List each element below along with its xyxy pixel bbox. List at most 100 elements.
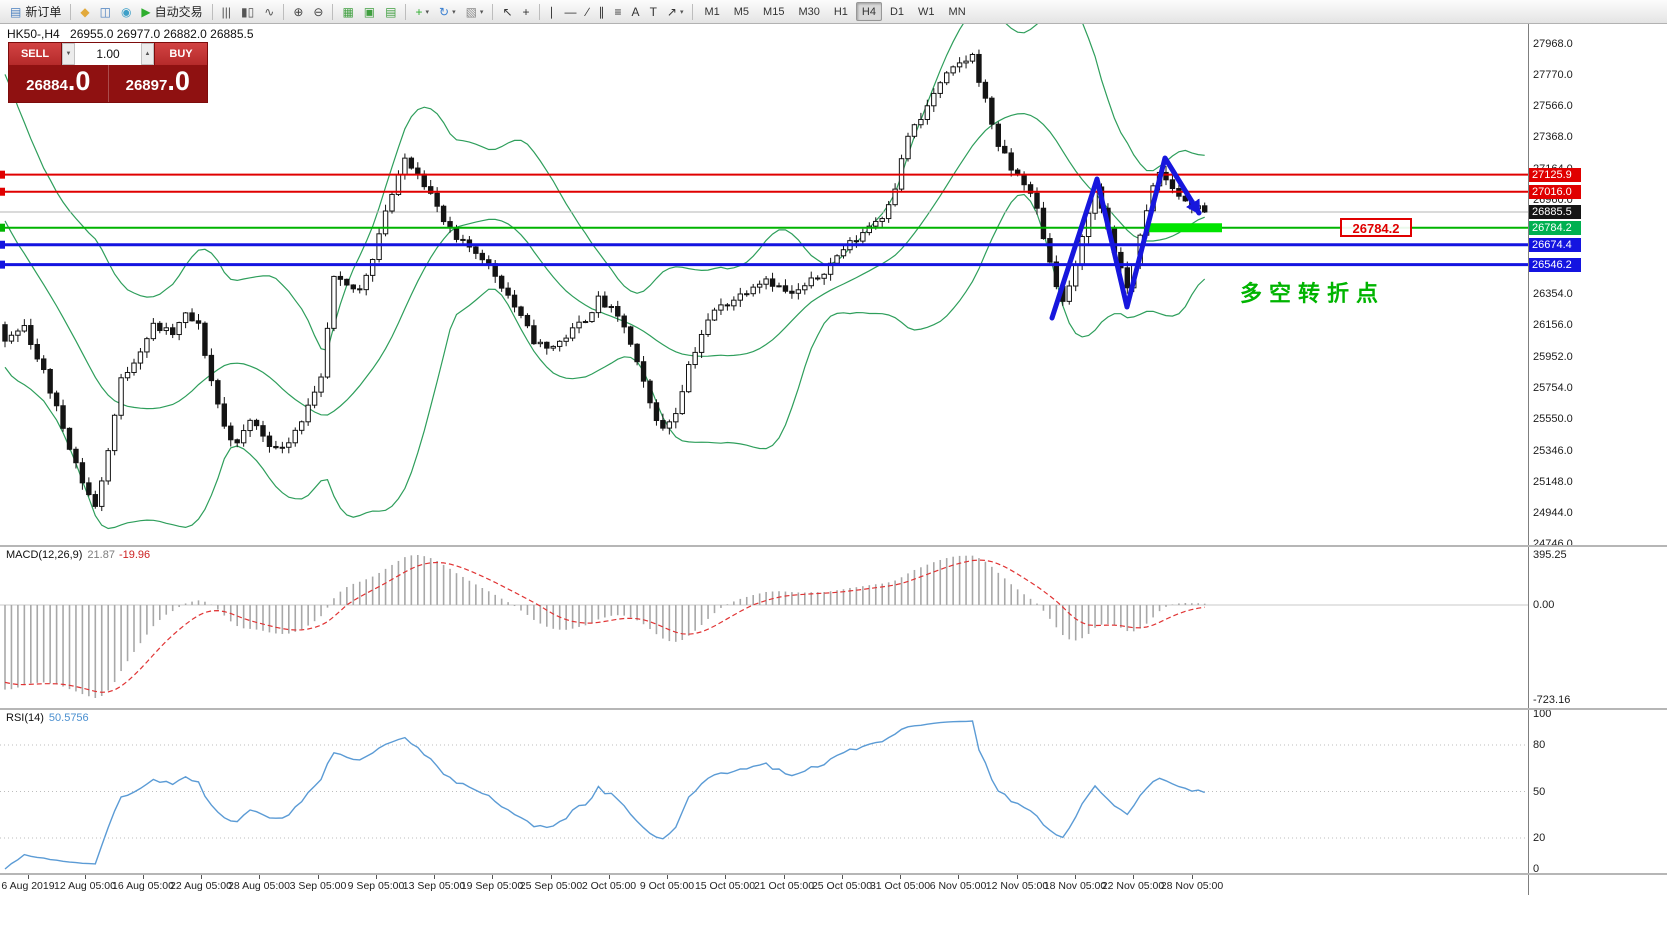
rsi-axis-label: 20 [1533,832,1546,844]
buy-price[interactable]: 26897 .0 [109,65,208,102]
dropdown-caret-icon[interactable]: ▾ [452,8,456,16]
time-axis[interactable]: 6 Aug 2019 12 Aug 05:00 16 Aug 05:00 22 Aug… [0,875,1667,895]
timeframe-h4[interactable]: H4 [855,2,882,21]
time-axis-label: 15 Oct 05:00 [694,880,756,892]
line-chart-button[interactable]: ∿ [259,1,279,23]
price-tag: 26546.2 [1529,257,1581,272]
level-left-handle [0,223,5,232]
time-axis-label: 6 Aug 2019 [1,880,55,892]
vertical-line-tool[interactable]: ∣ [544,1,560,23]
timeframe-m1[interactable]: M1 [704,5,720,18]
time-tick [667,875,668,879]
candlestick-chart[interactable] [0,24,1528,545]
time-tick [1017,875,1018,879]
chart-note-text[interactable]: 多空转折点 [1240,281,1386,306]
macd-panel: MACD(12,26,9) 21.87 -19.96 395.25 0.00 -723.… [0,547,1667,708]
volume-input[interactable] [75,43,141,65]
volume-decrease-button[interactable]: ▼ [62,43,75,65]
time-tick [143,875,144,879]
template-icon: ▧ [465,4,477,19]
y-axis-label: 25346.0 [1533,444,1573,457]
time-axis-label: 28 Aug 05:00 [228,880,290,892]
timeframe-m15[interactable]: M15 [763,5,785,18]
sell-price[interactable]: 26884 .0 [9,65,109,102]
line-chart-icon: ∿ [264,4,275,19]
shapes-tool[interactable]: ↗ ▾ [662,1,689,23]
indicators-button[interactable]: + ▾ [410,1,434,23]
cursor-icon: ↖ [502,4,513,19]
profiles-icon[interactable]: ◆ [75,1,94,23]
y-axis-label: 24944.0 [1533,507,1573,520]
zoom-in-icon: ⊕ [293,4,304,19]
trendline-tool[interactable]: ∕ [582,1,594,23]
macd-axis-label: 0.00 [1533,599,1555,611]
macd-signal-value: -19.96 [118,549,151,561]
timeframe-m5[interactable]: M5 [733,5,750,18]
time-tick [318,875,319,879]
algo-trading-button[interactable]: ▶ 自动交易 [136,1,207,23]
arrange-windows-button[interactable]: ▤ [380,1,401,23]
label-icon: T [649,4,657,19]
market-watch-icon[interactable]: ◫ [95,1,116,23]
buy-button[interactable]: BUY [155,43,207,65]
volume-increase-button[interactable]: ▲ [141,43,154,65]
candlestick-chart-icon: ▮▯ [241,4,255,19]
profiles-icon-icon: ◆ [80,4,90,19]
period-button[interactable]: ↻ ▾ [434,1,461,23]
timeframe-d1[interactable]: D1 [889,5,905,18]
rsi-axis-label: 80 [1533,739,1546,751]
dropdown-caret-icon[interactable]: ▾ [679,8,684,16]
channel-tool[interactable]: ∥ [594,1,610,23]
rsi-canvas[interactable]: RSI(14) 50.5756 [0,710,1528,873]
time-tick [259,875,260,879]
panel-separator[interactable] [0,545,1667,547]
dropdown-caret-icon[interactable]: ▾ [479,8,484,16]
main-chart-panel: HK50-,H4 26955.0 26977.0 26882.0 26885.5… [0,24,1667,545]
time-axis-label: 22 Nov 05:00 [1101,880,1165,892]
zoom-out-button[interactable]: ⊖ [308,1,328,23]
time-tick [85,875,86,879]
bollinger-band-line [4,193,1206,530]
macd-canvas[interactable]: MACD(12,26,9) 21.87 -19.96 [0,547,1528,708]
algo-trading-button-label: 自动交易 [154,5,203,19]
timeframe-m30[interactable]: M30 [798,5,820,18]
candlestick-chart-button[interactable]: ▮▯ [236,1,259,23]
navigator-icon[interactable]: ◉ [116,1,136,23]
time-tick [725,875,726,879]
crosshair-icon: + [522,4,530,19]
zigzag-arrow-drawing[interactable] [1049,155,1202,321]
bollinger-band-line [4,112,1205,416]
label-tool[interactable]: T [645,1,662,23]
timeframe-h1[interactable]: H1 [833,5,848,18]
panel-separator[interactable] [0,873,1667,875]
bar-chart-button[interactable]: ||| [217,1,236,23]
time-axis-label: 22 Aug 05:00 [170,880,232,892]
y-axis-label: 26156.0 [1533,319,1573,332]
cursor-tool[interactable]: ↖ [497,1,517,23]
y-axis-label: 26354.0 [1533,288,1573,301]
dropdown-caret-icon[interactable]: ▾ [425,8,429,16]
y-axis-label: 27368.0 [1533,131,1573,144]
fibonacci-tool[interactable]: ≡ [610,1,627,23]
time-axis-label: 13 Sep 05:00 [402,880,466,892]
chart-canvas[interactable]: HK50-,H4 26955.0 26977.0 26882.0 26885.5… [0,24,1528,545]
crosshair-tool[interactable]: + [518,1,535,23]
tile-windows-button[interactable]: ▦ [337,1,358,23]
timeframe-w1[interactable]: W1 [918,5,935,18]
arrange-windows-icon: ▤ [385,4,397,19]
timeframe-mn[interactable]: MN [948,5,966,18]
new-order-button[interactable]: ▤ 新订单 [5,1,66,23]
price-callout-box[interactable]: 26784.2 [1340,218,1412,237]
time-axis-label: 25 Sep 05:00 [519,880,583,892]
horizontal-line-tool[interactable]: ― [560,1,582,23]
macd-indicator-label: MACD(12,26,9) 21.87 -19.96 [6,549,150,561]
sell-button[interactable]: SELL [9,43,61,65]
cascade-windows-button[interactable]: ▣ [359,1,380,23]
time-axis-label: 12 Aug 05:00 [54,880,116,892]
template-button[interactable]: ▧ ▾ [461,1,489,23]
text-tool[interactable]: A [627,1,645,23]
panel-separator[interactable] [0,708,1667,710]
price-axis[interactable]: 27968.027770.027566.027368.027164.026960… [1528,24,1667,545]
zoom-in-button[interactable]: ⊕ [288,1,308,23]
time-tick [842,875,843,879]
